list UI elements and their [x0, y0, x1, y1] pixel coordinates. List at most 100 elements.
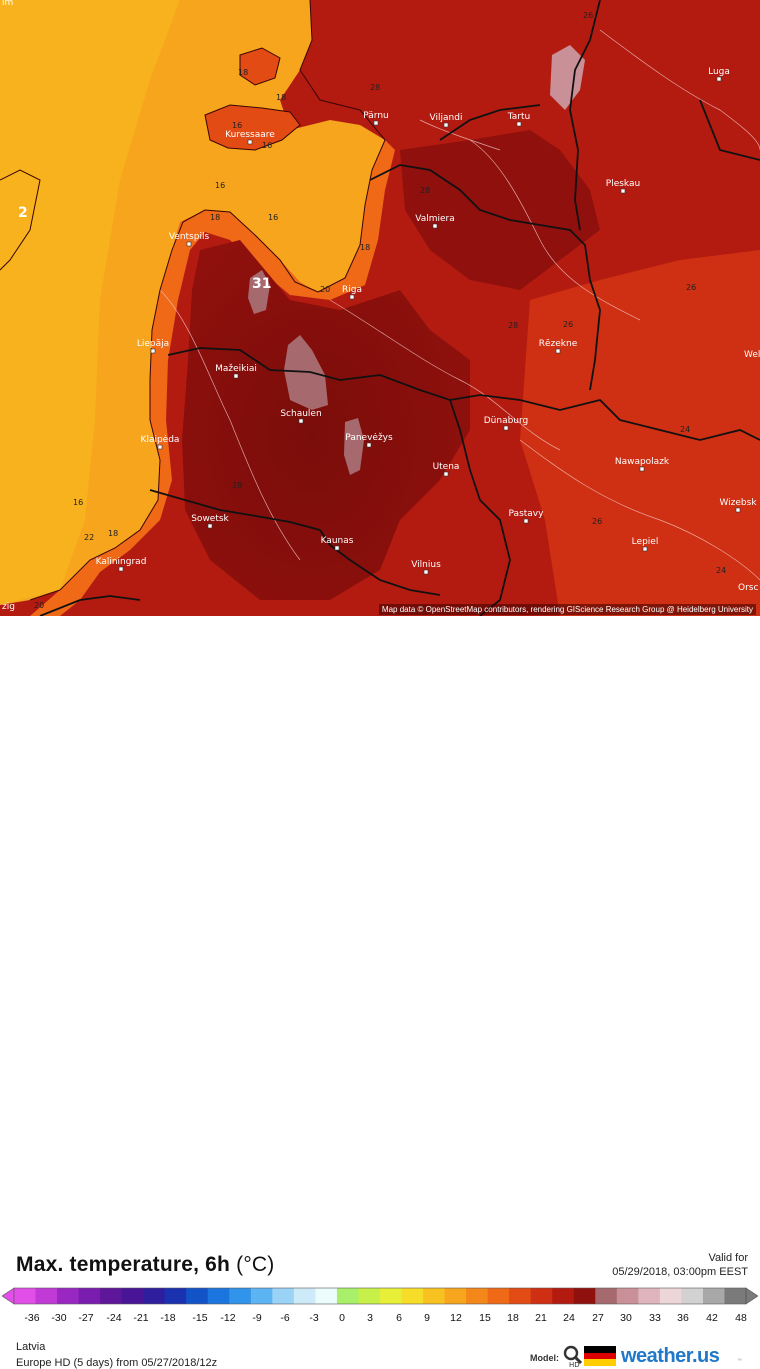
scale-swatch	[35, 1288, 58, 1304]
color-scale	[2, 1287, 758, 1305]
city-marker	[233, 373, 239, 379]
scale-tick-label: 24	[563, 1312, 575, 1324]
city-marker	[735, 507, 741, 513]
borders	[39, 0, 760, 616]
scale-swatch	[487, 1288, 510, 1304]
scale-swatch	[78, 1288, 101, 1304]
scale-tick-label: 30	[620, 1312, 632, 1324]
city-label: Lepiel	[632, 537, 659, 547]
scale-left-arrow	[2, 1287, 15, 1305]
scale-tick-label: -27	[78, 1312, 94, 1324]
city-marker	[523, 518, 529, 524]
scale-tick-label: -15	[192, 1312, 208, 1324]
city-label: Kaliningrad	[96, 557, 147, 567]
isolines	[159, 29, 760, 581]
city-marker	[423, 569, 429, 575]
isotherm-label: 18	[360, 243, 370, 252]
city-label: Nawapolazk	[615, 457, 670, 467]
scale-ticks: -36 -30 -27 -24 -21 -18 -15 -12 -9 -6 -3 0 3 6 9 12 15 18…	[0, 1312, 760, 1326]
scale-swatch	[638, 1288, 661, 1304]
scale-swatch	[121, 1288, 144, 1304]
city-label: Kuressaare	[225, 130, 275, 140]
germany-flag-icon	[584, 1346, 616, 1366]
scale-swatch	[229, 1288, 252, 1304]
isotherm-label: 20	[34, 601, 44, 610]
scale-tick-label: -30	[51, 1312, 67, 1324]
scale-tick-label: 36	[677, 1312, 689, 1324]
scale-swatch	[573, 1288, 596, 1304]
isotherm-label: 24	[716, 566, 726, 575]
city-marker	[432, 223, 438, 229]
isotherm-label: 16	[73, 498, 83, 507]
city-label: Schaulen	[280, 409, 321, 419]
scale-tick-label: -18	[160, 1312, 176, 1324]
temperature-map[interactable]: 16 18 16 18 16 18 18 20 28 28 26 26 26 24 26 24 28 16 18 22…	[0, 0, 760, 616]
hotspot-1	[248, 270, 270, 314]
isotherm-label: 20	[320, 285, 330, 294]
edge-label: Orsc	[738, 583, 758, 593]
title-text: Max. temperature, 6h	[16, 1253, 231, 1276]
scale-swatch	[250, 1288, 273, 1304]
warm-se	[520, 250, 760, 616]
city-marker	[349, 294, 355, 300]
city-marker	[642, 546, 648, 552]
scale-swatch	[595, 1288, 618, 1304]
scale-tick-label: -12	[220, 1312, 236, 1324]
hot-core	[182, 240, 470, 600]
scale-tick-label: -6	[280, 1312, 290, 1324]
scale-swatch	[272, 1288, 295, 1304]
city-marker	[716, 76, 722, 82]
city-marker	[186, 241, 192, 247]
svg-text:HD: HD	[569, 1361, 580, 1368]
isotherm-label: 31	[252, 276, 271, 292]
isotherm-label: 28	[420, 186, 430, 195]
scale-tick-label: 0	[339, 1312, 345, 1324]
city-label: Mažeikiai	[215, 364, 257, 374]
isotherm-label: 26	[563, 320, 573, 329]
city-label: Kaunas	[321, 536, 354, 546]
city-label: Pärnu	[363, 111, 389, 121]
scale-tick-label: -24	[106, 1312, 122, 1324]
scale-tick-label: -21	[133, 1312, 149, 1324]
island-hiiumaa	[240, 48, 280, 85]
scale-tick-label: 12	[450, 1312, 462, 1324]
city-marker	[443, 471, 449, 477]
scale-swatch	[207, 1288, 230, 1304]
coastlines	[0, 0, 386, 601]
city-marker	[207, 523, 213, 529]
scale-tick-label: 3	[367, 1312, 373, 1324]
scale-swatch	[702, 1288, 725, 1304]
scale-swatch	[509, 1288, 532, 1304]
edge-label: lm	[2, 0, 13, 8]
city-label: Klaipėda	[141, 435, 180, 445]
isotherm-label: 18	[108, 529, 118, 538]
hotspot-4	[550, 45, 585, 110]
legend-footer: Max. temperature, 6h (°C) Valid for 05/2…	[0, 616, 760, 1369]
city-marker	[366, 442, 372, 448]
hot-ne	[400, 130, 600, 290]
brand-logo[interactable]: weather.us	[621, 1345, 720, 1367]
scale-tick-label: 33	[649, 1312, 661, 1324]
scale-tick-label: 9	[424, 1312, 430, 1324]
scale-swatch	[336, 1288, 359, 1304]
city-marker	[157, 444, 163, 450]
scale-tick-label: 21	[535, 1312, 547, 1324]
city-label: Rēzekne	[539, 339, 578, 349]
scale-swatch	[315, 1288, 338, 1304]
isotherm-label: 16	[215, 181, 225, 190]
city-label: Panevėžys	[345, 433, 393, 443]
city-label: Wizebsk	[719, 498, 757, 508]
city-marker	[620, 188, 626, 194]
scale-swatch	[293, 1288, 316, 1304]
sea-field-west	[0, 0, 180, 605]
magnifier-hd-icon[interactable]: HD	[562, 1344, 584, 1368]
scale-swatch	[358, 1288, 381, 1304]
city-marker	[118, 566, 124, 572]
scale-swatch	[143, 1288, 166, 1304]
valid-date: 05/29/2018, 03:00pm EEST	[612, 1266, 748, 1278]
city-marker	[334, 545, 340, 551]
isotherm-label: 2	[18, 205, 28, 221]
city-label: Dünaburg	[484, 416, 529, 426]
scale-tick-label: 42	[706, 1312, 718, 1324]
